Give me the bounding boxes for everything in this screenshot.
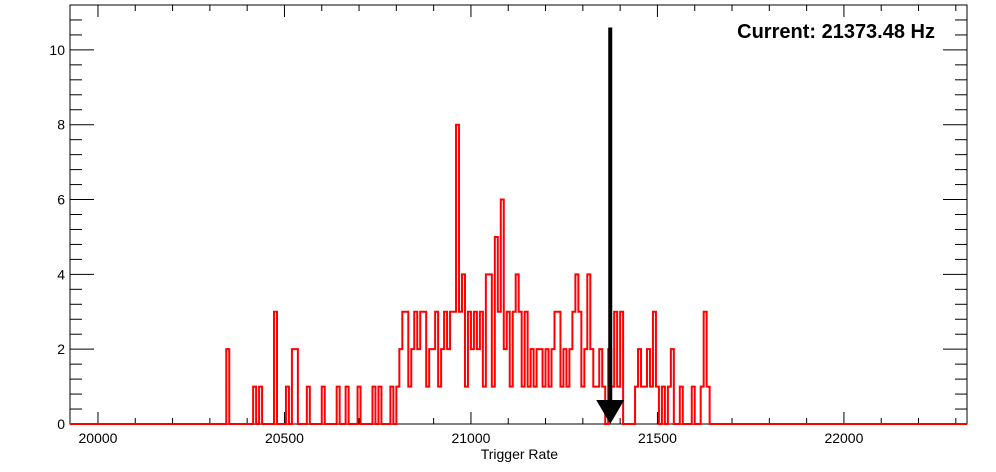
y-tick-label: 6 [57, 192, 65, 208]
axis-ticks [70, 4, 967, 425]
y-tick-label: 2 [57, 341, 65, 357]
current-rate-arrow-icon [596, 400, 625, 424]
x-tick-label: 20000 [79, 430, 118, 446]
y-tick-label: 0 [57, 416, 65, 432]
histogram-series [70, 123, 967, 425]
x-tick-label: 20500 [265, 430, 304, 446]
x-tick-label: 21500 [638, 430, 677, 446]
tick-labels: 20000 20500 21000 21500 22000 0 2 4 6 8 10 [49, 42, 863, 446]
x-tick-label: 22000 [824, 430, 863, 446]
y-tick-label: 8 [57, 117, 65, 133]
x-axis-title: Trigger Rate [481, 446, 559, 462]
plot-frame [69, 4, 968, 425]
y-tick-label: 10 [49, 42, 65, 58]
current-rate-annotation: Current: 21373.48 Hz [737, 21, 935, 43]
y-tick-label: 4 [57, 266, 65, 282]
x-tick-label: 21000 [451, 430, 490, 446]
